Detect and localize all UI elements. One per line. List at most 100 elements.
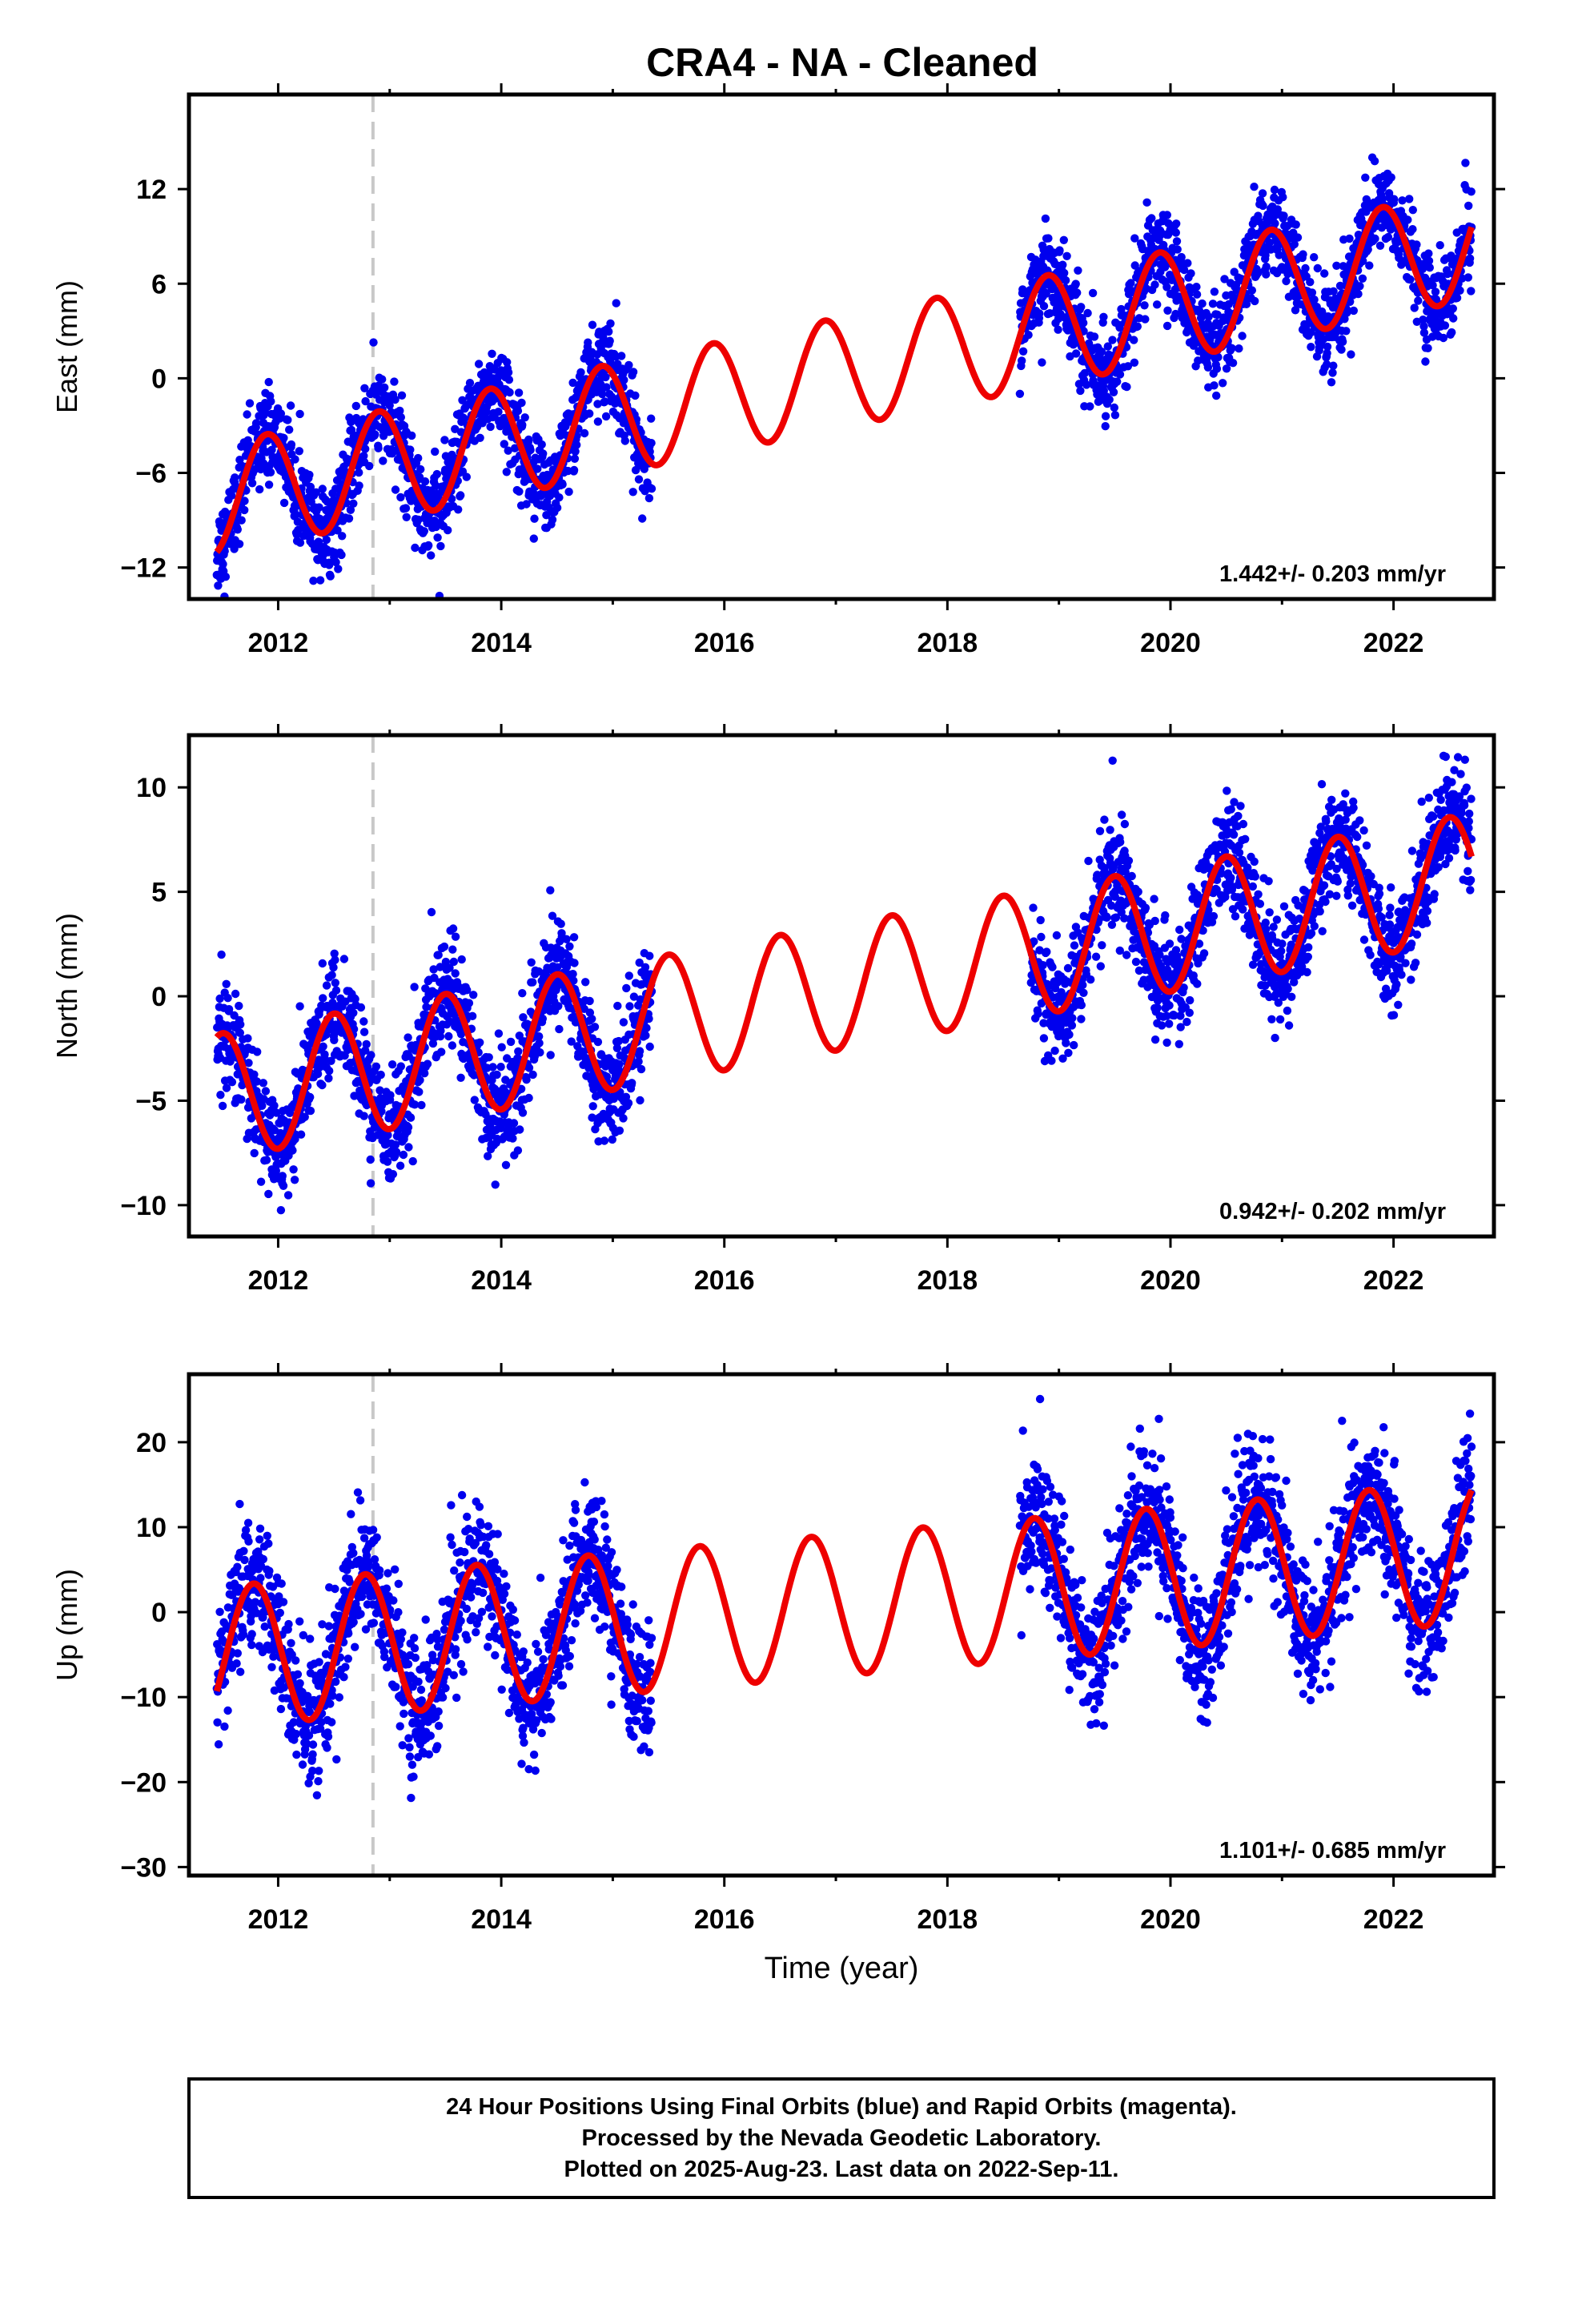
data-point: [1317, 780, 1327, 789]
data-point: [1196, 313, 1206, 323]
data-point: [1250, 857, 1259, 866]
data-point: [1115, 370, 1125, 379]
data-point: [380, 383, 389, 392]
data-point: [375, 1086, 384, 1095]
data-point: [266, 468, 275, 476]
data-point: [306, 1092, 315, 1102]
data-point: [408, 431, 416, 440]
data-point: [1098, 941, 1106, 950]
data-point: [642, 1023, 651, 1032]
data-point: [1259, 201, 1267, 211]
data-point: [1239, 905, 1247, 914]
data-point: [423, 1059, 432, 1068]
data-point: [484, 1053, 493, 1062]
data-point: [219, 560, 227, 569]
data-point: [580, 428, 589, 438]
data-point: [1250, 183, 1259, 191]
data-point: [369, 338, 378, 347]
data-point: [243, 1034, 252, 1043]
data-point: [548, 515, 557, 525]
data-point: [1431, 287, 1440, 296]
data-point: [1193, 979, 1202, 988]
data-point: [1130, 358, 1139, 367]
data-point: [1465, 254, 1475, 263]
data-point: [322, 981, 331, 990]
data-point: [456, 1073, 465, 1083]
data-point: [1328, 368, 1337, 377]
data-point: [644, 1014, 653, 1023]
data-point: [1221, 892, 1230, 902]
data-point: [1059, 235, 1069, 244]
data-point: [470, 1096, 479, 1104]
data-point: [319, 994, 327, 1003]
data-point: [1039, 302, 1049, 311]
data-point: [1424, 249, 1433, 258]
data-point: [1327, 860, 1336, 869]
data-point: [1310, 922, 1319, 931]
data-point: [456, 1030, 466, 1039]
data-point: [432, 469, 441, 479]
data-point: [645, 951, 654, 960]
data-point: [518, 420, 527, 429]
data-point: [1124, 856, 1134, 866]
data-point: [615, 1059, 624, 1069]
data-point: [247, 479, 257, 488]
data-point: [569, 976, 578, 985]
data-point: [326, 572, 335, 581]
data-point: [601, 412, 611, 421]
data-point: [1163, 306, 1172, 315]
data-point: [501, 1160, 511, 1170]
data-point: [536, 1048, 544, 1057]
x-tick-label: 2014: [471, 628, 532, 658]
data-point: [1100, 815, 1109, 824]
data-point: [347, 425, 356, 435]
data-point: [1290, 239, 1299, 249]
data-point: [216, 1091, 225, 1100]
data-point: [624, 1099, 633, 1108]
data-point: [640, 963, 650, 972]
data-point: [1443, 269, 1452, 279]
data-point: [264, 480, 274, 489]
data-point: [1308, 866, 1317, 875]
data-point: [1333, 877, 1343, 886]
data-point: [1358, 274, 1367, 283]
data-point: [1068, 1014, 1077, 1023]
data-point: [1117, 810, 1126, 819]
data-point: [331, 955, 339, 964]
data-point: [604, 327, 613, 336]
data-point: [1212, 364, 1222, 373]
data-point: [506, 1037, 516, 1047]
data-point: [349, 499, 358, 508]
data-point: [267, 397, 275, 406]
data-point: [279, 498, 289, 508]
data-point: [324, 1074, 333, 1083]
data-point: [396, 406, 404, 416]
data-point: [318, 959, 327, 968]
data-point: [1194, 959, 1203, 968]
data-point: [1099, 386, 1109, 396]
data-point: [1361, 173, 1370, 182]
data-point: [492, 1070, 501, 1080]
data-point: [1262, 270, 1271, 279]
data-point: [361, 444, 370, 453]
data-point: [397, 391, 407, 400]
data-point: [1287, 992, 1296, 1002]
data-point: [1111, 913, 1121, 922]
data-point: [339, 955, 349, 963]
data-point: [1153, 1003, 1162, 1012]
data-point: [1439, 333, 1448, 343]
data-point: [569, 465, 579, 475]
data-point: [1080, 368, 1090, 378]
data-point: [420, 477, 430, 486]
data-point: [1370, 157, 1379, 166]
data-point: [1282, 276, 1291, 286]
data-point: [1162, 211, 1172, 219]
data-point: [528, 978, 537, 987]
data-point: [1214, 352, 1223, 362]
data-point: [509, 1119, 519, 1128]
data-point: [619, 1018, 628, 1027]
data-point: [1134, 887, 1142, 896]
data-point: [570, 959, 579, 967]
data-point: [1255, 899, 1265, 908]
data-point: [1179, 265, 1189, 275]
